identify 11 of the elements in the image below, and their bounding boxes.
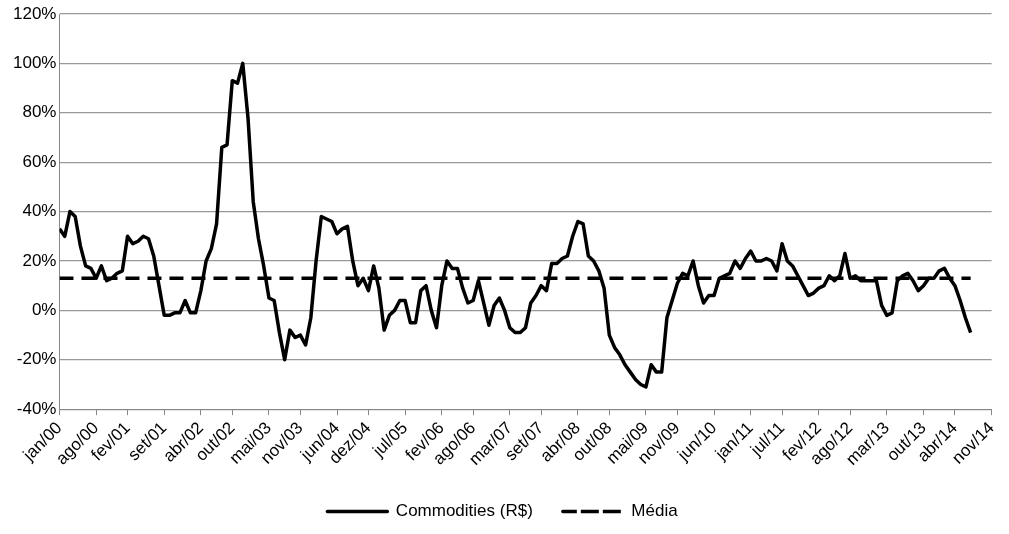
y-tick-label: 100% xyxy=(13,53,57,73)
y-tick-label: 20% xyxy=(22,250,57,270)
legend-label: Média xyxy=(631,501,679,521)
y-tick-label: -40% xyxy=(16,398,57,418)
legend-label: Commodities (R$) xyxy=(395,501,533,521)
y-tick-label: -20% xyxy=(16,349,57,369)
y-tick-label: 120% xyxy=(13,3,57,23)
y-tick-label: 80% xyxy=(22,102,57,122)
y-tick-label: 0% xyxy=(31,300,57,320)
y-tick-label: 60% xyxy=(22,151,57,171)
y-tick-label: 40% xyxy=(22,201,57,221)
